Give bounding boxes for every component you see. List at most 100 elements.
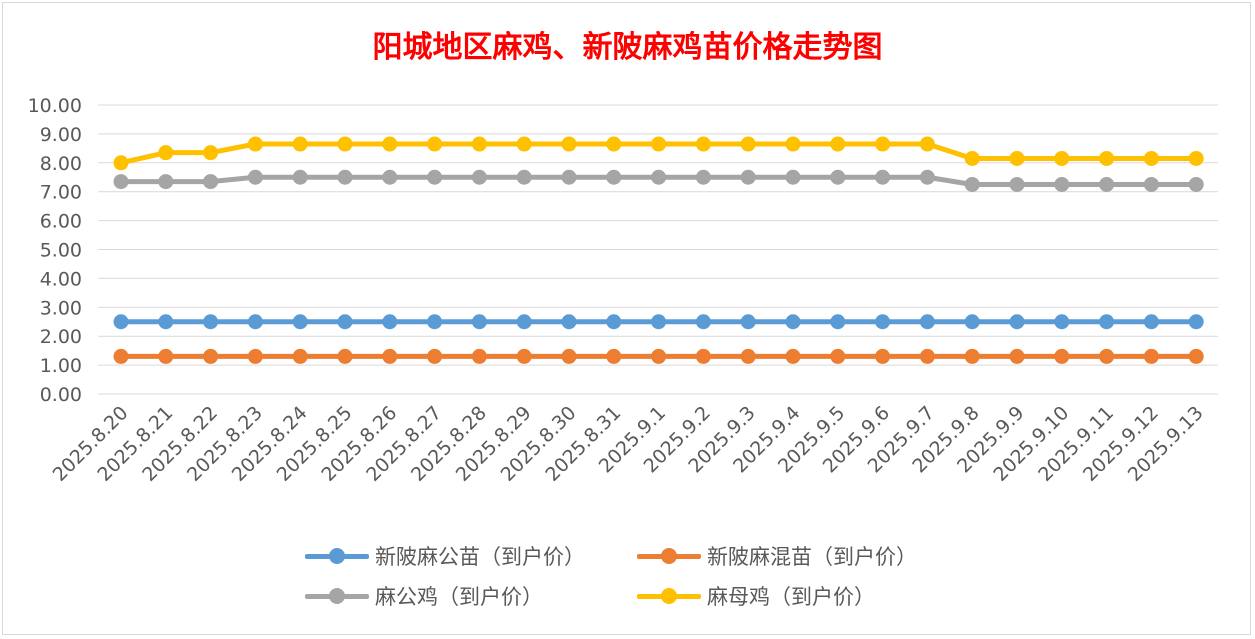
data-point[interactable] [113,314,129,330]
data-point[interactable] [606,169,622,185]
data-point[interactable] [1009,314,1025,330]
data-point[interactable] [247,136,263,152]
data-point[interactable] [337,169,353,185]
data-point[interactable] [247,348,263,364]
data-point[interactable] [113,174,129,190]
data-point[interactable] [516,314,532,330]
data-point[interactable] [919,136,935,152]
data-point[interactable] [292,314,308,330]
data-point[interactable] [606,348,622,364]
data-point[interactable] [785,348,801,364]
data-point[interactable] [785,169,801,185]
data-point[interactable] [651,348,667,364]
data-point[interactable] [382,348,398,364]
data-point[interactable] [740,136,756,152]
data-point[interactable] [292,348,308,364]
data-point[interactable] [875,314,891,330]
legend-item-series-1[interactable]: 新陂麻混苗（到户价） [637,541,917,571]
data-point[interactable] [516,348,532,364]
data-point[interactable] [337,348,353,364]
data-point[interactable] [427,348,443,364]
data-point[interactable] [1188,314,1204,330]
data-point[interactable] [203,145,219,161]
data-point[interactable] [606,136,622,152]
data-point[interactable] [875,136,891,152]
data-point[interactable] [1099,314,1115,330]
data-point[interactable] [516,169,532,185]
data-point[interactable] [561,169,577,185]
data-point[interactable] [471,348,487,364]
data-point[interactable] [1143,348,1159,364]
data-point[interactable] [830,169,846,185]
data-point[interactable] [382,136,398,152]
data-point[interactable] [919,348,935,364]
data-point[interactable] [1099,150,1115,166]
data-point[interactable] [875,169,891,185]
data-point[interactable] [1143,314,1159,330]
data-point[interactable] [785,136,801,152]
data-point[interactable] [695,314,711,330]
legend-item-series-3[interactable]: 麻母鸡（到户价） [637,581,875,611]
data-point[interactable] [695,136,711,152]
data-point[interactable] [651,136,667,152]
data-point[interactable] [964,150,980,166]
data-point[interactable] [830,348,846,364]
data-point[interactable] [785,314,801,330]
data-point[interactable] [561,136,577,152]
data-point[interactable] [337,136,353,152]
data-point[interactable] [158,314,174,330]
data-point[interactable] [964,348,980,364]
data-point[interactable] [247,169,263,185]
data-point[interactable] [1054,348,1070,364]
data-point[interactable] [1143,176,1159,192]
data-point[interactable] [427,314,443,330]
data-point[interactable] [964,176,980,192]
data-point[interactable] [158,348,174,364]
data-point[interactable] [382,314,398,330]
data-point[interactable] [740,314,756,330]
data-point[interactable] [875,348,891,364]
data-point[interactable] [516,136,532,152]
data-point[interactable] [203,174,219,190]
data-point[interactable] [651,169,667,185]
data-point[interactable] [1009,176,1025,192]
data-point[interactable] [651,314,667,330]
data-point[interactable] [292,169,308,185]
data-point[interactable] [158,174,174,190]
data-point[interactable] [919,169,935,185]
data-point[interactable] [964,314,980,330]
data-point[interactable] [1054,314,1070,330]
data-point[interactable] [830,314,846,330]
data-point[interactable] [337,314,353,330]
data-point[interactable] [561,314,577,330]
data-point[interactable] [695,348,711,364]
data-point[interactable] [1009,150,1025,166]
data-point[interactable] [158,145,174,161]
data-point[interactable] [740,348,756,364]
data-point[interactable] [1188,348,1204,364]
data-point[interactable] [203,314,219,330]
data-point[interactable] [1009,348,1025,364]
data-point[interactable] [471,169,487,185]
data-point[interactable] [1054,150,1070,166]
data-point[interactable] [1188,150,1204,166]
data-point[interactable] [427,136,443,152]
data-point[interactable] [292,136,308,152]
data-point[interactable] [1054,176,1070,192]
legend-item-series-0[interactable]: 新陂麻公苗（到户价） [305,541,585,571]
data-point[interactable] [203,348,219,364]
data-point[interactable] [919,314,935,330]
data-point[interactable] [1143,150,1159,166]
data-point[interactable] [606,314,622,330]
legend-item-series-2[interactable]: 麻公鸡（到户价） [305,581,543,611]
data-point[interactable] [1188,176,1204,192]
data-point[interactable] [113,155,129,171]
data-point[interactable] [471,314,487,330]
data-point[interactable] [427,169,443,185]
data-point[interactable] [1099,348,1115,364]
data-point[interactable] [830,136,846,152]
data-point[interactable] [1099,176,1115,192]
data-point[interactable] [561,348,577,364]
data-point[interactable] [740,169,756,185]
data-point[interactable] [695,169,711,185]
